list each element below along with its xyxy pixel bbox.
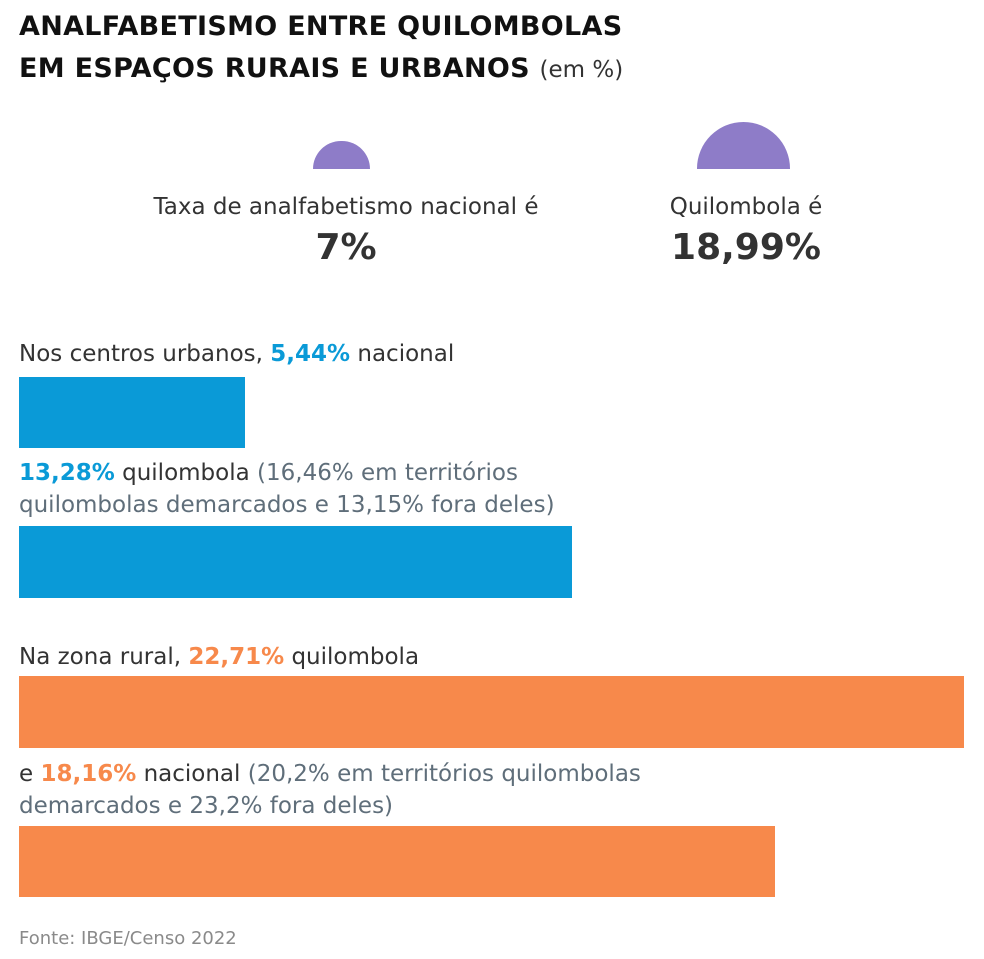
rural-quilombola-value: 22,71%	[188, 644, 285, 670]
rural-quilombola-prefix: Na zona rural,	[19, 644, 182, 670]
national-rate-value: 7%	[315, 227, 377, 268]
rural-quilombola-label: Na zona rural, 22,71% quilombola	[19, 641, 419, 673]
bar-urban-quilombola	[19, 526, 572, 598]
urban-quilombola-suffix: quilombola	[122, 460, 250, 486]
rural-national-note-1: (20,2% em territórios quilombolas	[247, 761, 641, 787]
urban-quilombola-value: 13,28%	[19, 460, 115, 486]
chart-title: ANALFABETISMO ENTRE QUILOMBOLAS EM ESPAÇ…	[19, 6, 959, 91]
urban-national-suffix: nacional	[357, 341, 455, 367]
quilombola-rate-label: Quilombola é	[669, 194, 823, 220]
national-rate-semicircle-icon	[313, 141, 370, 169]
quilombola-rate-value: 18,99%	[671, 227, 821, 268]
bar-urban-national	[19, 377, 245, 448]
rural-national-prefix: e	[19, 761, 34, 787]
quilombola-rate-semicircle-icon	[697, 122, 790, 169]
urban-quilombola-label: 13,28% quilombola (16,46% em territórios	[19, 457, 518, 489]
national-rate-label: Taxa de analfabetismo nacional é	[153, 194, 539, 220]
urban-quilombola-note-2: quilombolas demarcados e 13,15% fora del…	[19, 492, 555, 518]
bar-rural-national	[19, 826, 775, 897]
title-line-2: EM ESPAÇOS RURAIS E URBANOS (em %)	[19, 48, 959, 91]
urban-quilombola-note-1: (16,46% em territórios	[257, 460, 518, 486]
rural-national-label: e 18,16% nacional (20,2% em territórios …	[19, 758, 641, 790]
source-note: Fonte: IBGE/Censo 2022	[19, 928, 237, 949]
urban-national-prefix: Nos centros urbanos,	[19, 341, 263, 367]
rural-quilombola-suffix: quilombola	[291, 644, 420, 670]
rural-national-value: 18,16%	[40, 761, 137, 787]
bar-rural-quilombola	[19, 676, 964, 748]
urban-national-value: 5,44%	[270, 341, 351, 367]
urban-national-label: Nos centros urbanos, 5,44% nacional	[19, 338, 454, 370]
title-line-2-text: EM ESPAÇOS RURAIS E URBANOS	[19, 53, 530, 84]
rural-national-note-2: demarcados e 23,2% fora deles)	[19, 793, 394, 819]
rural-national-suffix: nacional	[143, 761, 241, 787]
title-unit: (em %)	[539, 57, 624, 83]
title-line-1: ANALFABETISMO ENTRE QUILOMBOLAS	[19, 11, 623, 42]
